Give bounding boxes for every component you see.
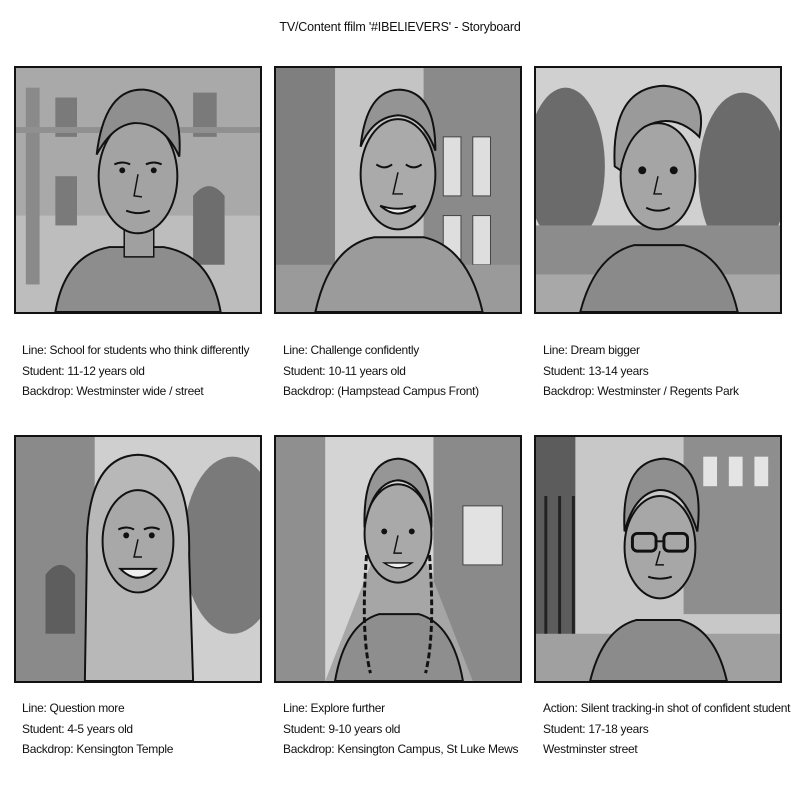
storyboard-title: TV/Content ffilm '#IBELIEVERS' - Storybo… [279, 20, 521, 34]
frame-2-caption: Line: Challenge confidently Student: 10-… [283, 340, 543, 402]
frame-5-backdrop: Backdrop: Kensington Campus, St Luke Mew… [283, 742, 519, 756]
frame-6-action: Action: Silent tracking-in shot of confi… [543, 701, 791, 715]
frame-1-student: Student: 11-12 years old [22, 363, 145, 378]
frame-3-illustration [536, 68, 780, 312]
frame-4-student: Student: 4-5 years old [22, 721, 133, 736]
frame-4-line: Line: Question more [22, 701, 125, 715]
frame-3-caption: Line: Dream bigger Student: 13-14 years … [543, 340, 800, 402]
storyboard-frame-3 [534, 66, 782, 314]
frame-1-illustration [16, 68, 260, 312]
frame-2-student: Student: 10-11 years old [283, 363, 406, 378]
frame-6-caption: Action: Silent tracking-in shot of confi… [543, 698, 800, 760]
storyboard-frame-1 [14, 66, 262, 314]
frame-6-backdrop: Westminster street [543, 742, 638, 756]
storyboard-frame-5 [274, 435, 522, 683]
storyboard-frame-4 [14, 435, 262, 683]
frame-4-backdrop: Backdrop: Kensington Temple [22, 742, 174, 756]
frame-5-student: Student: 9-10 years old [283, 721, 401, 736]
frame-3-backdrop: Backdrop: Westminster / Regents Park [543, 384, 739, 398]
frame-2-line: Line: Challenge confidently [283, 343, 419, 357]
storyboard-frame-2 [274, 66, 522, 314]
storyboard-frame-6 [534, 435, 782, 683]
frame-6-student: Student: 17-18 years [543, 721, 649, 736]
frame-6-illustration [536, 437, 780, 681]
frame-2-backdrop: Backdrop: (Hampstead Campus Front) [283, 384, 479, 398]
frame-4-caption: Line: Question more Student: 4-5 years o… [22, 698, 282, 760]
frame-5-caption: Line: Explore further Student: 9-10 year… [283, 698, 543, 760]
frame-5-illustration [276, 437, 520, 681]
frame-1-backdrop: Backdrop: Westminster wide / street [22, 384, 204, 398]
frame-1-line: Line: School for students who think diff… [22, 343, 250, 357]
frame-1-caption: Line: School for students who think diff… [22, 340, 282, 402]
frame-3-student: Student: 13-14 years [543, 363, 649, 378]
frame-3-line: Line: Dream bigger [543, 343, 640, 357]
frame-5-line: Line: Explore further [283, 701, 385, 715]
frame-4-illustration [16, 437, 260, 681]
frame-2-illustration [276, 68, 520, 312]
